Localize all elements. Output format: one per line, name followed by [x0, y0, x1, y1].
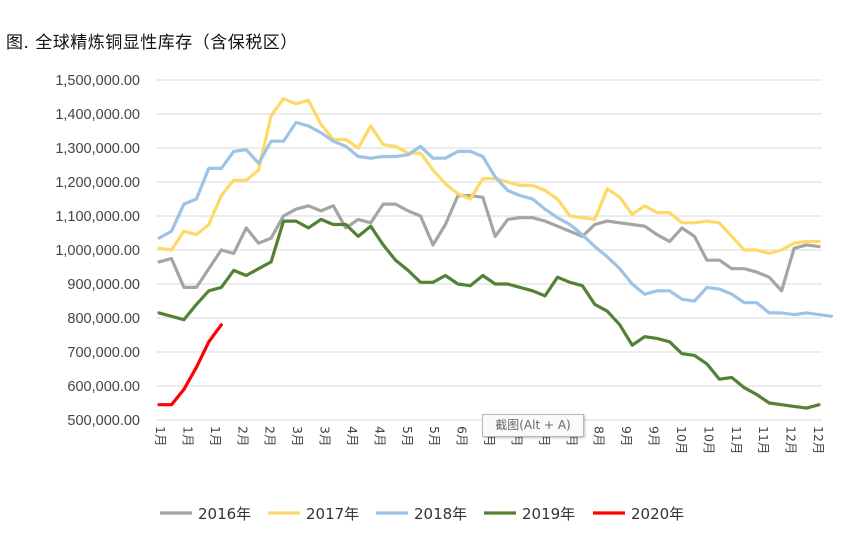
y-tick-label: 600,000.00 — [67, 379, 140, 395]
x-tick-label: 3月 — [290, 426, 305, 446]
series-line — [157, 97, 821, 255]
y-tick-label: 1,400,000.00 — [55, 107, 140, 123]
x-tick-label: 3月 — [318, 426, 333, 446]
series-line — [157, 120, 834, 318]
y-tick-label: 1,100,000.00 — [55, 209, 140, 225]
screenshot-tooltip: 截图(Alt + A) — [482, 414, 584, 437]
series-line — [157, 323, 223, 407]
x-tick-label: 4月 — [345, 426, 360, 446]
y-tick-label: 900,000.00 — [67, 277, 140, 293]
x-tick-label: 10月 — [701, 426, 716, 454]
x-tick-label: 1月 — [153, 426, 168, 446]
x-tick-label: 6月 — [455, 426, 470, 446]
y-tick-label: 1,500,000.00 — [55, 73, 140, 89]
x-tick-label: 4月 — [372, 426, 387, 446]
x-tick-label: 9月 — [647, 426, 662, 446]
y-tick-label: 500,000.00 — [67, 413, 140, 429]
x-tick-label: 11月 — [729, 426, 744, 454]
x-tick-label: 5月 — [400, 426, 415, 446]
y-tick-label: 1,300,000.00 — [55, 141, 140, 157]
x-tick-label: 1月 — [180, 426, 195, 446]
legend-label: 2018年 — [414, 505, 467, 523]
y-tick-label: 1,000,000.00 — [55, 243, 140, 259]
series-line — [157, 194, 821, 293]
chart-title: 图. 全球精炼铜显性库存（含保税区） — [6, 33, 298, 53]
x-tick-label: 9月 — [619, 426, 634, 446]
x-tick-label: 2月 — [263, 426, 278, 446]
legend-label: 2016年 — [198, 505, 251, 523]
x-tick-label: 8月 — [592, 426, 607, 446]
x-tick-label: 2月 — [235, 426, 250, 446]
x-tick-label: 1月 — [208, 426, 223, 446]
y-tick-label: 700,000.00 — [67, 345, 140, 361]
x-tick-label: 5月 — [427, 426, 442, 446]
x-tick-label: 11月 — [756, 426, 771, 454]
legend-label: 2019年 — [522, 505, 575, 523]
y-tick-label: 1,200,000.00 — [55, 175, 140, 191]
y-tick-label: 800,000.00 — [67, 311, 140, 327]
x-tick-label: 12月 — [784, 426, 799, 454]
series-line — [157, 217, 821, 410]
x-tick-label: 10月 — [674, 426, 689, 454]
legend-label: 2017年 — [306, 505, 359, 523]
x-tick-label: 12月 — [811, 426, 826, 454]
legend-label: 2020年 — [631, 505, 684, 523]
